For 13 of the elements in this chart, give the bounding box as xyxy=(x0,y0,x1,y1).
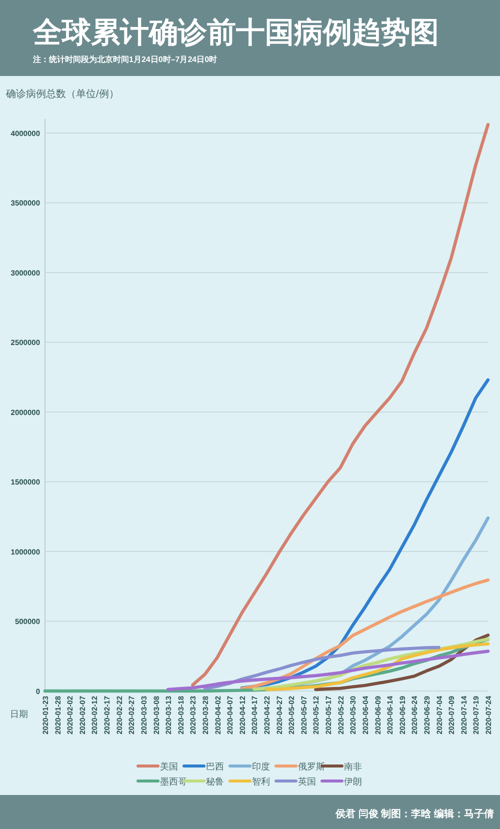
legend-label: 南非 xyxy=(344,762,362,772)
legend-label: 美国 xyxy=(160,762,178,772)
y-axis-title: 确诊病例总数（单位/例） xyxy=(5,88,119,100)
legend-label: 智利 xyxy=(252,776,270,786)
legend-label: 英国 xyxy=(298,776,316,786)
legend-label: 伊朗 xyxy=(344,776,362,786)
text: 侯君 闫俊 制图：李晗 编辑：马子倩 xyxy=(334,808,494,820)
legend-label: 印度 xyxy=(252,762,270,772)
chart-title: 全球累计确诊前十国病例趋势图 xyxy=(32,17,439,49)
legend-label: 巴西 xyxy=(206,762,224,772)
chart-subtitle: 注：统计时间段为北京时间1月24日0时–7月24日0时 xyxy=(32,55,218,64)
legend-label: 秘鲁 xyxy=(206,776,224,786)
x-axis-title: 日期 xyxy=(10,709,28,719)
